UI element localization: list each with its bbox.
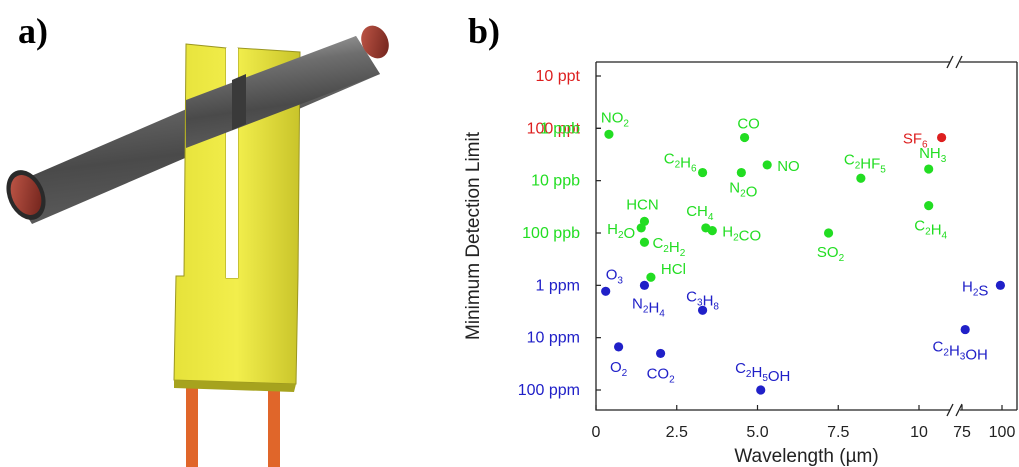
y-axis-title: Minimum Detection Limit — [463, 131, 484, 340]
data-point — [656, 348, 666, 359]
data-label: C2H3OH — [933, 339, 988, 364]
data-label: C2H6 — [664, 151, 697, 175]
data-label: H2S — [962, 278, 988, 299]
data-point — [604, 129, 614, 139]
y-tick-label: 1 ppm — [536, 277, 580, 294]
x-axis-title: Wavelength (µm) — [734, 446, 878, 467]
data-point — [707, 226, 717, 236]
data-point — [614, 342, 624, 352]
data-label: NO — [777, 158, 800, 175]
data-label: CO — [737, 116, 760, 133]
tuning-fork-illustration — [6, 25, 389, 467]
data-label: N2O — [729, 180, 757, 201]
y-tick-label: 100 ppb — [522, 225, 580, 242]
data-points: SF6 NO2 CO C2H6 NO N2O C2HF5 NH3 HCN H2O CH4 H2CO C2… — [601, 109, 1006, 395]
x-tick-label: 10 — [910, 424, 928, 441]
data-point — [639, 280, 650, 290]
data-label: H2CO — [722, 224, 761, 245]
data-point — [636, 223, 646, 233]
data-label: HCl — [661, 261, 686, 278]
data-point — [856, 173, 866, 183]
axis-titles: Wavelength (µm) Minimum Detection Limit — [463, 131, 879, 467]
axis-break-mark — [946, 403, 954, 417]
tube-end-right — [361, 25, 389, 59]
data-point — [697, 167, 708, 178]
panel-a-label: a) — [18, 11, 48, 51]
data-label: NO2 — [601, 109, 630, 129]
data-point — [924, 201, 934, 211]
data-label: C2H2 — [652, 235, 685, 259]
data-point — [697, 305, 708, 315]
data-point — [756, 385, 766, 395]
x-tick-labels: 0 2.5 5.0 7.5 10 75 100 — [592, 405, 1016, 441]
x-tick-label: 75 — [953, 424, 971, 441]
copper-lead-left — [186, 380, 198, 467]
copper-lead-right — [268, 382, 280, 467]
y-tick-label: 10 ppt — [536, 68, 581, 85]
axis-break-gap-bottom — [950, 404, 960, 416]
data-label: SO2 — [817, 244, 845, 264]
data-point — [762, 160, 772, 170]
data-label: HCN — [626, 196, 659, 213]
data-point — [995, 280, 1006, 290]
data-point — [739, 132, 750, 143]
data-label: NH3 — [919, 145, 947, 165]
data-label: O2 — [610, 359, 628, 379]
data-point — [646, 272, 656, 282]
data-point — [960, 324, 970, 335]
y-tick-label: 10 ppb — [531, 173, 580, 190]
data-label: C2H4 — [914, 218, 947, 242]
y-tick-label: 10 ppm — [527, 330, 580, 347]
data-label: C3H8 — [686, 288, 719, 312]
data-label: CH4 — [686, 203, 714, 223]
data-point — [736, 167, 746, 178]
data-label: C2HF5 — [844, 151, 886, 175]
x-tick-label: 0 — [592, 424, 601, 441]
data-point — [924, 164, 934, 174]
x-tick-label: 100 — [989, 424, 1016, 441]
y-tick-label: 1 ppb — [540, 120, 580, 137]
data-label: CO2 — [647, 365, 676, 385]
data-label: C2H5OH — [735, 360, 790, 385]
data-point — [601, 286, 611, 296]
tube-end-left — [10, 174, 42, 216]
axis-break-mark — [955, 55, 963, 69]
data-label: O3 — [606, 266, 624, 286]
data-label: SF6 — [903, 131, 928, 151]
data-label: H2O — [607, 221, 635, 242]
data-point — [823, 228, 834, 238]
data-point — [639, 237, 650, 247]
x-tick-label: 2.5 — [666, 424, 688, 441]
data-label: N2H4 — [632, 295, 665, 319]
data-point — [937, 132, 947, 143]
axis-break-mark — [946, 55, 954, 69]
x-tick-label: 7.5 — [827, 424, 849, 441]
axis-break-gap-top — [950, 56, 960, 68]
axis-break-mark — [955, 403, 963, 417]
y-tick-label: 100 ppm — [518, 382, 580, 399]
panel-b-label: b) — [468, 11, 501, 51]
y-tick-label: 100 ppt — [527, 120, 581, 137]
x-tick-label: 5.0 — [746, 424, 768, 441]
